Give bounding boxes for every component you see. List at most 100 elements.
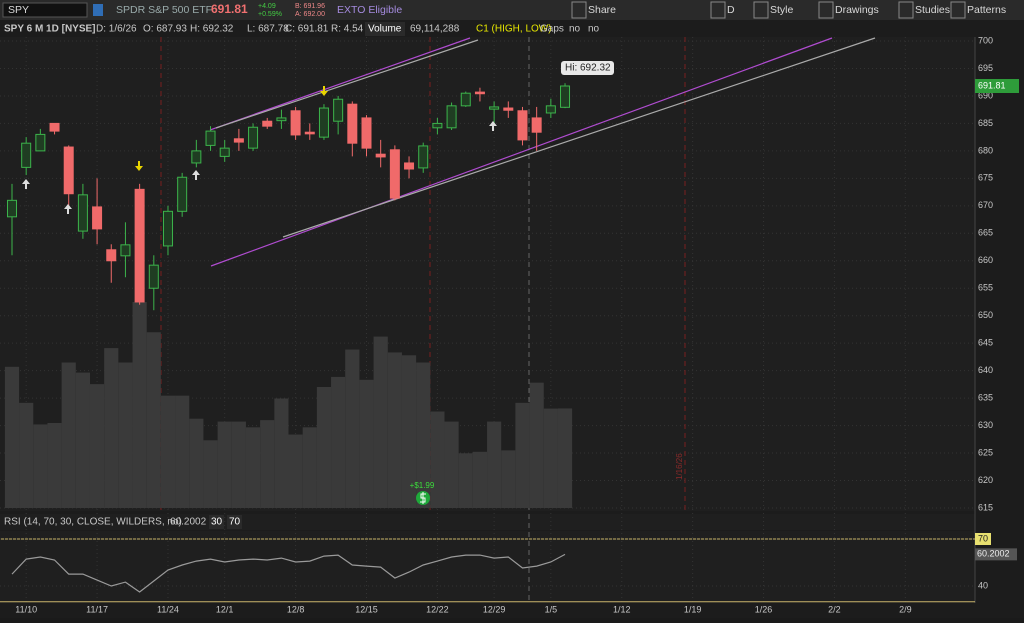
volume-bar xyxy=(104,348,119,508)
volume-bar xyxy=(373,336,388,508)
candle-body xyxy=(418,145,429,169)
x-tick-label: 2/2 xyxy=(828,604,841,614)
candle-body xyxy=(7,199,17,218)
volume-bar xyxy=(189,418,204,508)
candle-body xyxy=(375,153,386,158)
trend-line[interactable] xyxy=(215,39,479,129)
gaps-flag[interactable]: no xyxy=(569,24,581,35)
ohlc-label: H: 692.32 xyxy=(190,24,234,35)
toolbar-button[interactable] xyxy=(753,1,769,19)
x-tick-label: 1/12 xyxy=(613,604,631,614)
volume-label: Volume xyxy=(368,24,402,35)
toolbar-button-label[interactable]: Drawings xyxy=(835,4,879,16)
candle-body xyxy=(233,138,244,143)
candle-body xyxy=(219,147,230,157)
ohlc-label: R: 4.54 xyxy=(331,24,364,35)
toolbar-button-label[interactable]: Patterns xyxy=(967,4,1006,16)
study-label: C1 (HIGH, LOW) xyxy=(476,24,552,35)
toolbar-button[interactable] xyxy=(710,1,726,19)
candle-body xyxy=(162,210,173,247)
volume-bar xyxy=(543,408,558,508)
rsi-title: RSI (14, 70, 30, CLOSE, WILDERS, no) xyxy=(4,517,182,528)
y-tick-label: 625 xyxy=(978,447,993,457)
last-price-label: 691.81 xyxy=(978,80,1006,90)
volume-bar xyxy=(288,434,303,508)
toolbar-button[interactable] xyxy=(818,1,834,19)
candle-body xyxy=(489,106,500,110)
last-price: 691.81 xyxy=(211,2,248,16)
volume-bar xyxy=(274,398,289,508)
rsi-tick-label: 40 xyxy=(978,580,988,590)
toolbar-button[interactable] xyxy=(950,1,966,19)
ask: A: 692.00 xyxy=(295,11,325,18)
volume-bar xyxy=(316,386,332,508)
toolbar-button-label[interactable]: Style xyxy=(770,4,794,16)
toolbar-button-label[interactable]: Share xyxy=(588,4,616,16)
candle-body xyxy=(248,126,259,149)
x-tick-label: 12/1 xyxy=(216,604,234,614)
x-tick-label: 12/29 xyxy=(483,604,506,614)
candle-body xyxy=(262,120,273,127)
x-tick-label: 1/19 xyxy=(684,604,702,614)
rsi-header xyxy=(0,514,975,530)
volume-bar xyxy=(359,379,374,508)
candle-body xyxy=(49,122,60,132)
candle-body xyxy=(120,244,131,257)
ohlc-label: D: 1/6/26 xyxy=(96,24,137,35)
candle-body xyxy=(35,133,46,152)
trend-line[interactable] xyxy=(282,37,876,238)
volume-bar xyxy=(203,440,218,508)
toolbar-button[interactable] xyxy=(898,1,914,19)
info-icon[interactable] xyxy=(93,4,103,16)
volume-bar xyxy=(501,450,516,508)
candle-body xyxy=(134,188,145,303)
rsi-last-value: 60.2002 xyxy=(170,517,207,528)
trend-line[interactable] xyxy=(209,37,471,131)
y-tick-label: 665 xyxy=(978,228,993,238)
y-tick-label: 655 xyxy=(978,283,993,293)
toolbar-button-label[interactable]: D xyxy=(727,4,735,16)
volume-bar xyxy=(61,362,76,508)
volume-bar xyxy=(175,395,190,508)
trend-line[interactable] xyxy=(210,37,833,267)
symbol-box[interactable] xyxy=(2,2,88,18)
y-tick-label: 615 xyxy=(978,502,993,512)
volume-bar xyxy=(245,427,261,508)
event-label: 1/16/26 xyxy=(675,453,684,480)
volume-bar xyxy=(146,332,161,508)
candle-body xyxy=(290,110,301,136)
rsi-last-box xyxy=(975,548,1017,561)
volume-bar xyxy=(33,424,48,508)
y-tick-label: 685 xyxy=(978,118,993,128)
y-tick-label: 675 xyxy=(978,173,993,183)
y-tick-label: 645 xyxy=(978,338,993,348)
signal-arrow xyxy=(192,170,200,180)
candle-body xyxy=(517,110,528,141)
last-price-box xyxy=(975,78,1019,93)
rsi-level-box xyxy=(227,515,242,529)
volume-bar xyxy=(515,402,530,508)
y-tick-label: 680 xyxy=(978,145,993,155)
candle-body xyxy=(404,162,415,170)
rsi-level-label: 70 xyxy=(229,517,241,528)
y-tick-label: 650 xyxy=(978,310,993,320)
y-tick-label: 620 xyxy=(978,475,993,485)
volume-bar xyxy=(416,362,431,508)
toolbar-button[interactable] xyxy=(571,1,587,19)
rsi-level-box xyxy=(209,515,224,529)
gaps-flag[interactable]: no xyxy=(588,24,600,35)
rsi-level-label: 30 xyxy=(211,517,223,528)
candle-body xyxy=(77,194,88,232)
y-tick-label: 690 xyxy=(978,90,993,100)
exto-badge[interactable]: EXTO Eligible xyxy=(337,4,402,16)
volume-bar xyxy=(75,372,90,508)
toolbar-button-label[interactable]: Studies xyxy=(915,4,950,16)
candle-body xyxy=(276,117,287,122)
rsi-last-label: 60.2002 xyxy=(977,549,1010,559)
symbol[interactable]: SPY xyxy=(8,4,29,16)
ohlc-label: O: 687.93 xyxy=(143,24,187,35)
x-tick-label: 12/15 xyxy=(355,604,378,614)
candle-body xyxy=(460,92,471,107)
signal-arrow xyxy=(22,179,30,189)
